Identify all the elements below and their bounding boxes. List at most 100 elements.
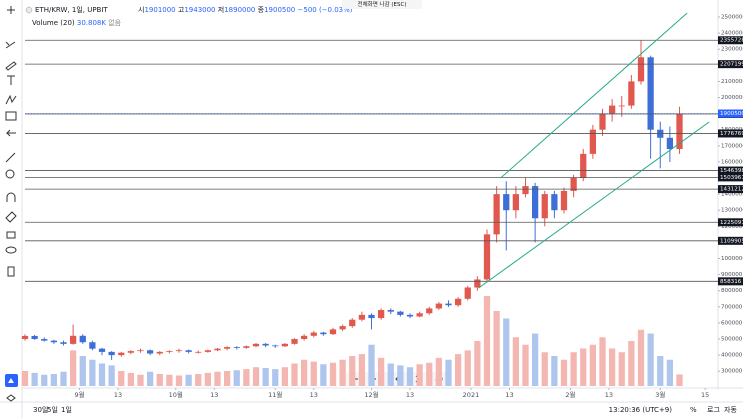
- candle-body: [262, 343, 269, 346]
- candle-body: [416, 313, 423, 317]
- ohlc-value: 1901000: [144, 6, 175, 14]
- candle-body: [89, 342, 96, 349]
- volume-bar: [41, 374, 48, 386]
- lock-tool[interactable]: [6, 231, 16, 239]
- measure-tool[interactable]: [5, 152, 16, 163]
- volume-bar: [310, 361, 317, 386]
- volume-bar: [329, 362, 337, 386]
- level-label-box: [718, 60, 743, 69]
- candle-body: [320, 332, 327, 335]
- volume-bar: [50, 374, 58, 386]
- y-tick-label: 1700000: [721, 143, 743, 149]
- volume-bar: [503, 318, 510, 386]
- range-button[interactable]: 30일: [33, 405, 48, 414]
- pen-tool[interactable]: [5, 61, 17, 71]
- volume-bar: [21, 371, 29, 386]
- ohlc-value: 1900500: [264, 6, 295, 14]
- visibility-tool[interactable]: [5, 246, 17, 254]
- volume-bar: [175, 375, 183, 386]
- volume-bar: [60, 371, 67, 386]
- scale-option[interactable]: %: [690, 406, 697, 414]
- candle-body: [166, 351, 173, 352]
- volume-bar: [156, 374, 163, 386]
- cloud-icon: [8, 378, 14, 383]
- candle-body: [637, 57, 645, 82]
- x-tick-label: 13: [605, 391, 613, 399]
- volume-bar: [512, 337, 520, 386]
- candle-body: [349, 319, 356, 327]
- scale-option[interactable]: 로그: [707, 406, 720, 414]
- candle-body: [41, 339, 48, 341]
- delete-tool[interactable]: [7, 266, 15, 277]
- volume-value: 30.808K: [77, 19, 106, 27]
- candle-body: [137, 350, 144, 352]
- candle-body: [50, 340, 58, 343]
- ohlc-label: 저: [218, 5, 224, 14]
- volume-bar: [416, 364, 423, 386]
- left-toolbar: [5, 6, 18, 402]
- candle-body: [464, 287, 471, 299]
- volume-bar: [166, 374, 173, 386]
- candle-body: [60, 342, 67, 344]
- text-tool[interactable]: [7, 75, 15, 85]
- y-tick-label: 2100000: [721, 79, 743, 85]
- ohlc: 시1901000 고1943000 저1890000 종1900500 −500…: [138, 5, 353, 14]
- prediction-tool[interactable]: [5, 111, 17, 121]
- candle-body: [589, 129, 597, 154]
- x-tick-label: 2월: [565, 390, 575, 399]
- volume-bar: [118, 371, 125, 386]
- trendline-tool[interactable]: [5, 41, 16, 49]
- candle-body: [339, 326, 346, 330]
- volume-extra: 없음: [108, 19, 121, 27]
- candle-body: [214, 348, 221, 351]
- volume-bar: [666, 359, 674, 386]
- candle-body: [118, 352, 125, 356]
- volume-bar: [108, 365, 115, 386]
- x-tick-label: 15: [701, 391, 709, 399]
- x-tick-label: 10월: [169, 390, 183, 399]
- volume-bar: [233, 370, 240, 386]
- scale-option[interactable]: 자동: [724, 405, 737, 414]
- layers-button[interactable]: [6, 394, 16, 402]
- candle-body: [483, 234, 491, 280]
- pattern-tool[interactable]: [5, 94, 17, 105]
- candle-body: [666, 137, 674, 150]
- volume-bar: [223, 371, 231, 386]
- candle-body: [580, 153, 587, 179]
- draw-mode-tool[interactable]: [5, 211, 17, 223]
- crosshair-tool[interactable]: [7, 6, 15, 14]
- volume-bar: [89, 359, 96, 386]
- y-tick-label: 2500000: [721, 15, 743, 21]
- y-tick-label: 1000000: [721, 256, 743, 262]
- candle-body: [599, 113, 606, 130]
- volume-bar: [300, 359, 308, 386]
- level-label-box: [718, 236, 743, 245]
- volume-bar: [551, 356, 558, 386]
- zoom-tool[interactable]: [5, 169, 15, 179]
- volume-bar: [339, 359, 346, 386]
- magnet-tool[interactable]: [6, 192, 16, 202]
- y-tick-label: 800000: [721, 288, 743, 294]
- volume-bar: [69, 350, 77, 386]
- candle-body: [618, 105, 625, 107]
- volume-bar: [647, 333, 654, 386]
- y-tick-label: 700000: [721, 304, 743, 310]
- candle-body: [397, 311, 404, 315]
- candle-body: [223, 347, 231, 349]
- candle-body: [426, 308, 433, 314]
- level-label: 1225091: [720, 220, 743, 226]
- candle-body: [204, 350, 212, 352]
- range-button[interactable]: 1일: [61, 405, 72, 414]
- level-label: 1431212: [720, 187, 743, 193]
- volume-bar: [320, 364, 327, 386]
- back-tool[interactable]: [5, 129, 16, 137]
- x-tick-label: 13: [406, 391, 414, 399]
- y-tick-label: 1300000: [721, 208, 743, 214]
- volume-bar: [454, 354, 462, 386]
- volume-bar: [204, 372, 212, 386]
- range-button[interactable]: 5일: [47, 405, 58, 414]
- level-label: 1109905: [720, 238, 743, 244]
- symbol: ETH/KRW, 1일, UPBIT: [35, 5, 108, 14]
- candle-body: [69, 335, 77, 344]
